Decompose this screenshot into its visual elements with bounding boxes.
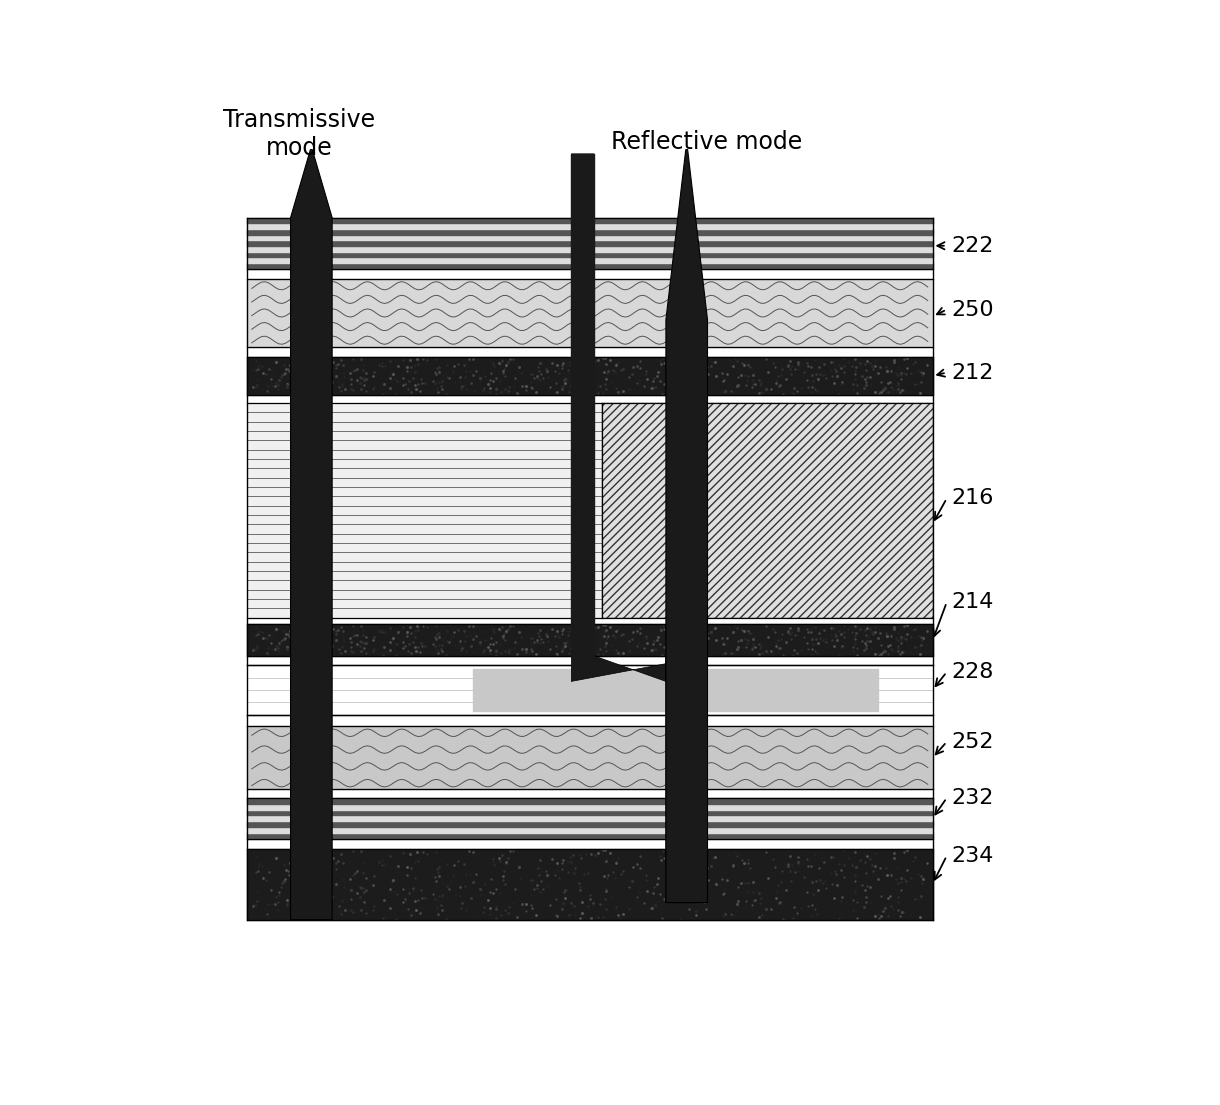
Text: 216: 216 (952, 488, 994, 508)
Text: 250: 250 (952, 299, 994, 319)
Text: 214: 214 (952, 592, 994, 612)
Text: 222: 222 (952, 235, 994, 255)
Text: 232: 232 (952, 788, 994, 808)
Text: Transmissive
mode: Transmissive mode (223, 108, 375, 160)
Polygon shape (666, 149, 708, 903)
Text: 234: 234 (952, 845, 994, 866)
Polygon shape (290, 149, 332, 919)
Text: 212: 212 (952, 362, 994, 382)
Bar (601, 403, 932, 618)
Text: Reflective mode: Reflective mode (611, 130, 803, 154)
Polygon shape (571, 154, 708, 903)
Text: 252: 252 (952, 732, 994, 751)
Text: 228: 228 (952, 662, 994, 682)
Bar (601, 403, 932, 618)
